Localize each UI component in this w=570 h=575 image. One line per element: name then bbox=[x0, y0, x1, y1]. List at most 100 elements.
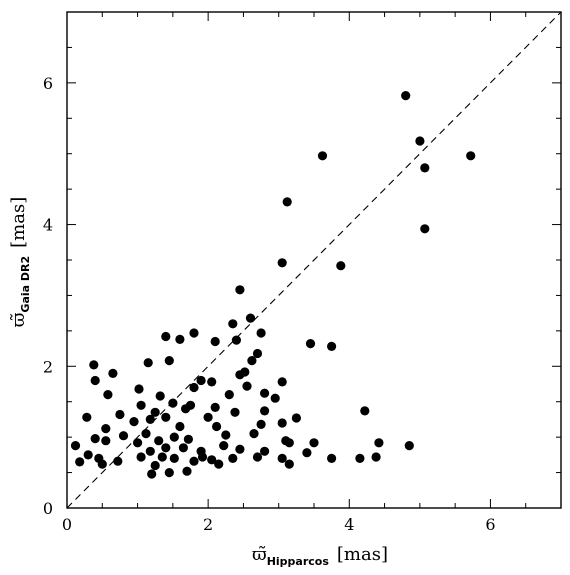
data-point bbox=[371, 452, 381, 462]
data-point bbox=[169, 453, 179, 463]
data-point bbox=[230, 407, 240, 417]
data-point bbox=[374, 438, 384, 448]
data-point bbox=[90, 434, 100, 444]
data-point bbox=[82, 412, 92, 422]
y-axis-unit: [mas] bbox=[8, 197, 29, 248]
data-point bbox=[212, 421, 222, 432]
data-point bbox=[219, 441, 229, 451]
data-point bbox=[129, 417, 139, 427]
data-point bbox=[252, 348, 263, 359]
ticks-layer bbox=[66, 11, 562, 509]
data-point bbox=[182, 466, 192, 476]
data-point bbox=[302, 448, 312, 458]
x-tick-label: 2 bbox=[203, 515, 213, 534]
data-point bbox=[161, 331, 171, 342]
data-point bbox=[70, 441, 81, 451]
data-point bbox=[221, 430, 231, 440]
data-point bbox=[168, 398, 178, 408]
data-point bbox=[207, 455, 217, 465]
data-point bbox=[210, 336, 220, 347]
data-point bbox=[309, 438, 319, 448]
data-point bbox=[235, 370, 245, 380]
data-point bbox=[101, 436, 111, 446]
data-point bbox=[113, 456, 123, 466]
data-point bbox=[260, 388, 270, 398]
data-point bbox=[305, 339, 316, 349]
data-point bbox=[154, 436, 164, 446]
one-to-one-reference-line bbox=[66, 11, 562, 509]
y-tick-label: 6 bbox=[43, 74, 53, 93]
data-point bbox=[284, 438, 294, 448]
data-point bbox=[282, 197, 292, 207]
data-point bbox=[420, 224, 430, 234]
x-axis-symbol: ϖ̃ bbox=[252, 544, 267, 565]
data-point bbox=[210, 402, 220, 412]
data-point bbox=[317, 151, 328, 161]
data-point bbox=[133, 438, 143, 448]
data-point bbox=[189, 328, 199, 338]
data-point bbox=[277, 418, 287, 428]
data-point bbox=[401, 91, 411, 101]
data-point bbox=[415, 136, 425, 146]
data-point bbox=[360, 406, 370, 416]
data-point bbox=[150, 460, 160, 471]
data-point bbox=[164, 356, 174, 366]
data-point bbox=[327, 453, 337, 463]
data-point bbox=[256, 328, 266, 338]
data-point bbox=[189, 382, 199, 393]
data-point bbox=[327, 341, 337, 351]
y-tick-label: 0 bbox=[43, 499, 53, 518]
data-point bbox=[101, 424, 111, 434]
tick-labels-layer: 0 2 4 6 0 2 4 6 bbox=[43, 74, 496, 534]
data-point bbox=[235, 285, 245, 295]
data-point bbox=[134, 384, 144, 394]
data-point bbox=[228, 319, 238, 329]
data-point bbox=[355, 453, 365, 463]
y-tick-label: 2 bbox=[43, 357, 53, 376]
data-point bbox=[161, 443, 171, 453]
x-tick-label: 6 bbox=[485, 515, 495, 534]
x-axis-label: ϖ̃Hipparcos [mas] bbox=[252, 544, 388, 568]
data-point bbox=[235, 444, 245, 454]
data-point bbox=[164, 468, 174, 478]
data-point bbox=[90, 375, 100, 386]
data-point bbox=[169, 432, 179, 442]
x-tick-label: 0 bbox=[62, 515, 72, 534]
data-point bbox=[197, 452, 208, 462]
data-point bbox=[420, 163, 430, 173]
data-point bbox=[75, 457, 85, 467]
data-point bbox=[284, 459, 294, 469]
data-point bbox=[196, 375, 206, 386]
data-point bbox=[291, 413, 301, 423]
x-tick-label: 4 bbox=[344, 515, 354, 534]
data-point bbox=[143, 358, 153, 368]
data-point bbox=[155, 391, 165, 401]
data-point bbox=[228, 453, 238, 463]
y-axis-label: ϖ̃Gaia DR2 [mas] bbox=[8, 197, 32, 328]
data-point bbox=[189, 456, 199, 466]
data-point bbox=[277, 258, 287, 268]
data-point bbox=[157, 452, 167, 462]
data-point bbox=[252, 452, 263, 462]
data-point bbox=[214, 459, 224, 469]
data-point bbox=[175, 421, 185, 432]
data-point bbox=[277, 377, 287, 387]
data-point bbox=[207, 377, 217, 387]
data-point bbox=[136, 400, 146, 410]
data-point bbox=[175, 334, 185, 344]
data-point bbox=[260, 446, 270, 456]
x-axis-subscript: Hipparcos bbox=[267, 555, 330, 568]
data-point bbox=[108, 368, 118, 378]
y-tick-label: 4 bbox=[43, 216, 53, 235]
data-point bbox=[249, 429, 259, 439]
data-point bbox=[118, 431, 129, 441]
reference-line-layer bbox=[66, 11, 562, 509]
x-axis-unit: [mas] bbox=[337, 544, 388, 565]
data-point bbox=[336, 261, 346, 271]
data-point bbox=[247, 356, 257, 366]
y-axis-symbol: ϖ̃ bbox=[8, 312, 29, 327]
data-point bbox=[97, 459, 107, 469]
data-point bbox=[145, 446, 155, 456]
data-point bbox=[256, 419, 266, 429]
